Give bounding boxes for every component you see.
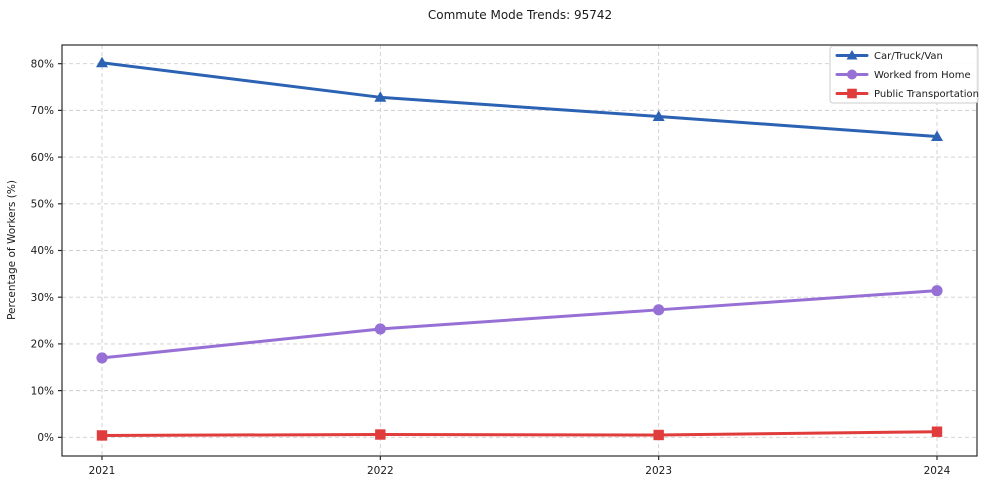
marker-worked-from-home bbox=[96, 352, 108, 364]
y-axis-label: Percentage of Workers (%) bbox=[6, 180, 18, 320]
marker-worked-from-home bbox=[653, 304, 665, 316]
y-tick-label: 80% bbox=[31, 58, 54, 70]
x-tick-label: 2021 bbox=[89, 465, 116, 477]
legend-label-public-transportation: Public Transportation bbox=[874, 89, 979, 100]
legend-marker-worked-from-home bbox=[847, 69, 857, 80]
marker-public-transportation bbox=[96, 430, 108, 441]
marker-car-truck-van bbox=[374, 91, 387, 102]
legend: Car/Truck/Van Worked from Home Public Tran… bbox=[829, 45, 979, 104]
marker-car-truck-van bbox=[96, 56, 108, 68]
marker-public-transportation bbox=[653, 429, 664, 441]
y-tick-label: 20% bbox=[31, 339, 54, 351]
legend-label-worked-from-home: Worked from Home bbox=[874, 70, 971, 81]
y-tick-label: 10% bbox=[31, 385, 54, 397]
chart-title: Commute Mode Trends: 95742 bbox=[428, 8, 612, 22]
x-tick-label: 2022 bbox=[367, 465, 394, 477]
y-tick-label: 50% bbox=[31, 198, 54, 210]
x-tick-label: 2023 bbox=[645, 465, 672, 477]
series-line-car-truck-van bbox=[100, 61, 939, 139]
y-tick-label: 30% bbox=[31, 292, 54, 304]
marker-worked-from-home bbox=[931, 285, 943, 297]
legend-marker-public-transportation bbox=[847, 88, 857, 99]
series-line-public-transportation bbox=[100, 430, 939, 437]
marker-car-truck-van bbox=[931, 130, 943, 142]
legend-box bbox=[829, 45, 979, 104]
marker-public-transportation bbox=[931, 426, 943, 437]
legend-label-car-truck-van: Car/Truck/Van bbox=[874, 51, 943, 62]
legend-marker-car-truck-van bbox=[846, 50, 858, 60]
y-tick-label: 70% bbox=[31, 105, 54, 117]
series-layer bbox=[96, 56, 943, 441]
marker-worked-from-home bbox=[374, 323, 386, 335]
axes-layer: 0% 10% 20% 30% 40% 50% 60% 70% 80% 2021 2022 2023 20… bbox=[31, 44, 978, 477]
x-tick-label: 2024 bbox=[924, 465, 951, 477]
marker-public-transportation bbox=[375, 429, 386, 440]
series-line-worked-from-home bbox=[100, 289, 939, 360]
y-tick-label: 0% bbox=[37, 432, 54, 444]
marker-car-truck-van bbox=[652, 110, 665, 121]
y-tick-label: 40% bbox=[31, 245, 54, 257]
grid-layer bbox=[62, 45, 977, 456]
y-tick-label: 60% bbox=[31, 152, 54, 164]
